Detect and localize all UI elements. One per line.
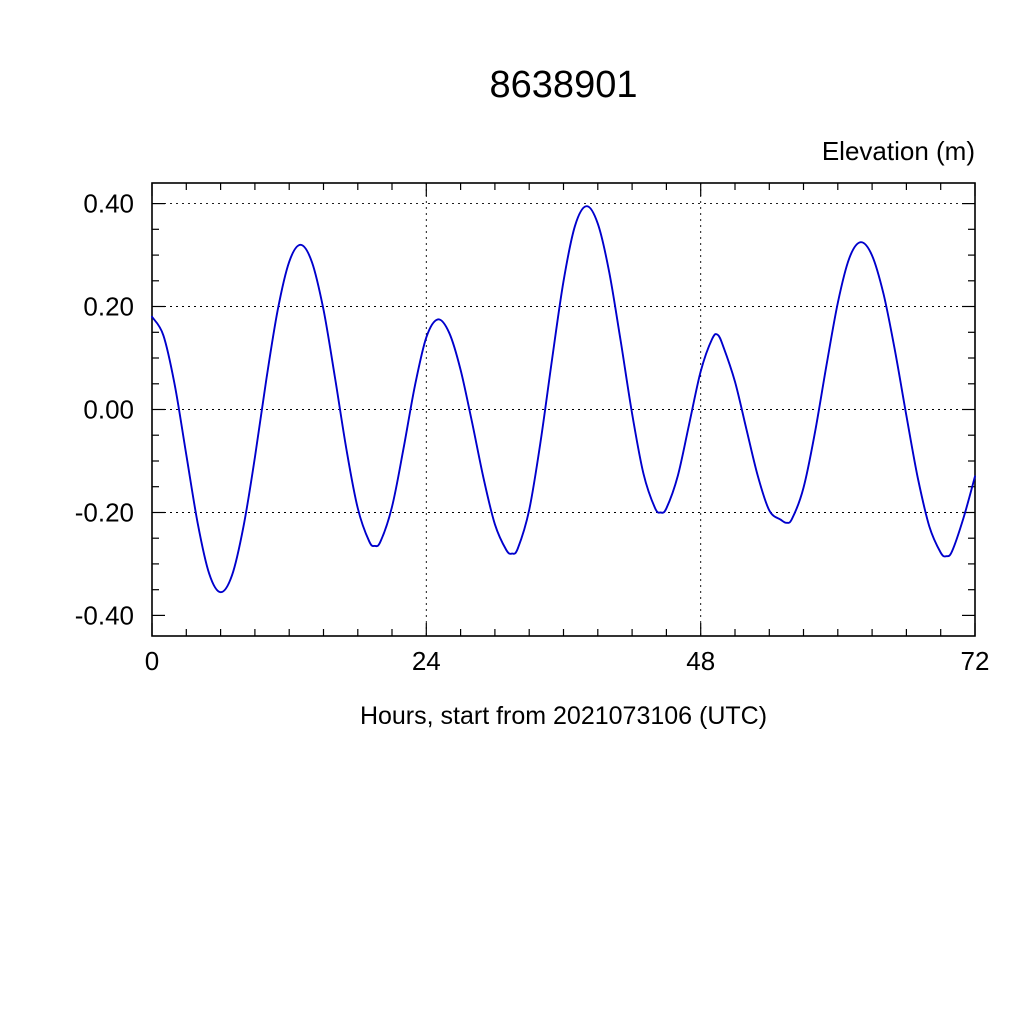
x-tick-label: 0	[145, 646, 159, 676]
y-tick-label: 0.00	[83, 395, 134, 425]
chart-title: 8638901	[489, 64, 638, 106]
y-tick-label: 0.40	[83, 189, 134, 219]
x-axis-title: Hours, start from 2021073106 (UTC)	[359, 702, 768, 730]
x-tick-label: 48	[686, 646, 715, 676]
x-tick-label: 72	[961, 646, 990, 676]
y-tick-label: -0.20	[75, 498, 134, 528]
elevation-curve	[151, 205, 976, 594]
y-tick-label: -0.40	[75, 600, 134, 630]
y-tick-label: 0.20	[83, 292, 134, 322]
x-tick-label: 24	[412, 646, 441, 676]
y-axis-title: Elevation (m)	[821, 136, 975, 166]
